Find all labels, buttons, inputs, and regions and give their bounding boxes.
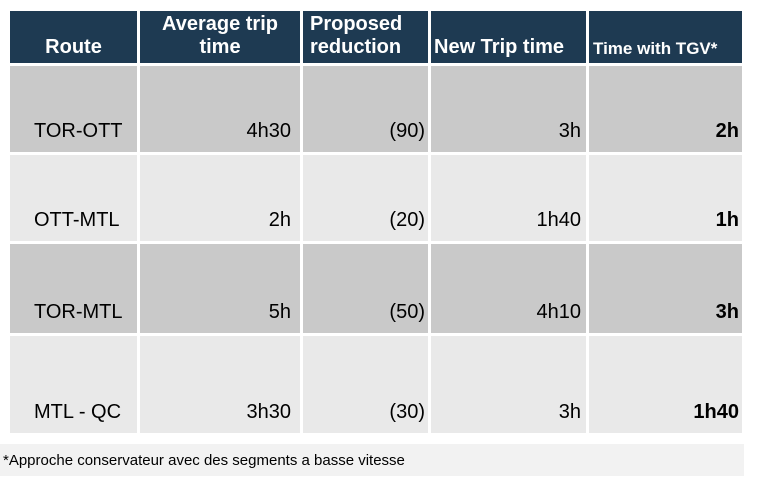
average-trip-time-cell: 2h bbox=[140, 155, 300, 241]
route-cell: OTT-MTL bbox=[10, 155, 137, 241]
column-header-time-with-tgv: Time with TGV* bbox=[589, 11, 742, 63]
time-with-tgv-cell: 2h bbox=[589, 66, 742, 152]
column-header-average-trip-time-label: Average trip time bbox=[162, 13, 278, 58]
proposed-reduction-cell: (30) bbox=[303, 336, 428, 433]
column-header-proposed-reduction: Proposed reduction bbox=[303, 11, 428, 63]
proposed-reduction-cell: (20) bbox=[303, 155, 428, 241]
route-cell: MTL - QC bbox=[10, 336, 137, 433]
average-trip-time-cell: 5h bbox=[140, 244, 300, 333]
new-trip-time-cell: 4h10 bbox=[431, 244, 586, 333]
new-trip-time-cell: 3h bbox=[431, 66, 586, 152]
column-header-route: Route bbox=[10, 11, 137, 63]
trip-times-table: Route Average trip time Proposed reducti… bbox=[10, 11, 742, 433]
new-trip-time-cell: 3h bbox=[431, 336, 586, 433]
route-cell: TOR-MTL bbox=[10, 244, 137, 333]
proposed-reduction-cell: (90) bbox=[303, 66, 428, 152]
route-cell: TOR-OTT bbox=[10, 66, 137, 152]
average-trip-time-cell: 4h30 bbox=[140, 66, 300, 152]
footnote-text: *Approche conservateur avec des segments… bbox=[3, 451, 405, 469]
column-header-proposed-reduction-label: Proposed reduction bbox=[310, 13, 403, 58]
proposed-reduction-cell: (50) bbox=[303, 244, 428, 333]
column-header-average-trip-time: Average trip time bbox=[140, 11, 300, 63]
footnote: *Approche conservateur avec des segments… bbox=[0, 444, 744, 476]
column-header-new-trip-time: New Trip time bbox=[431, 11, 586, 63]
time-with-tgv-cell: 3h bbox=[589, 244, 742, 333]
new-trip-time-cell: 1h40 bbox=[431, 155, 586, 241]
column-header-new-trip-time-label: New Trip time bbox=[434, 35, 565, 58]
column-header-time-with-tgv-label: Time with TGV* bbox=[593, 38, 718, 58]
column-header-route-label: Route bbox=[45, 35, 102, 58]
time-with-tgv-cell: 1h40 bbox=[589, 336, 742, 433]
time-with-tgv-cell: 1h bbox=[589, 155, 742, 241]
average-trip-time-cell: 3h30 bbox=[140, 336, 300, 433]
